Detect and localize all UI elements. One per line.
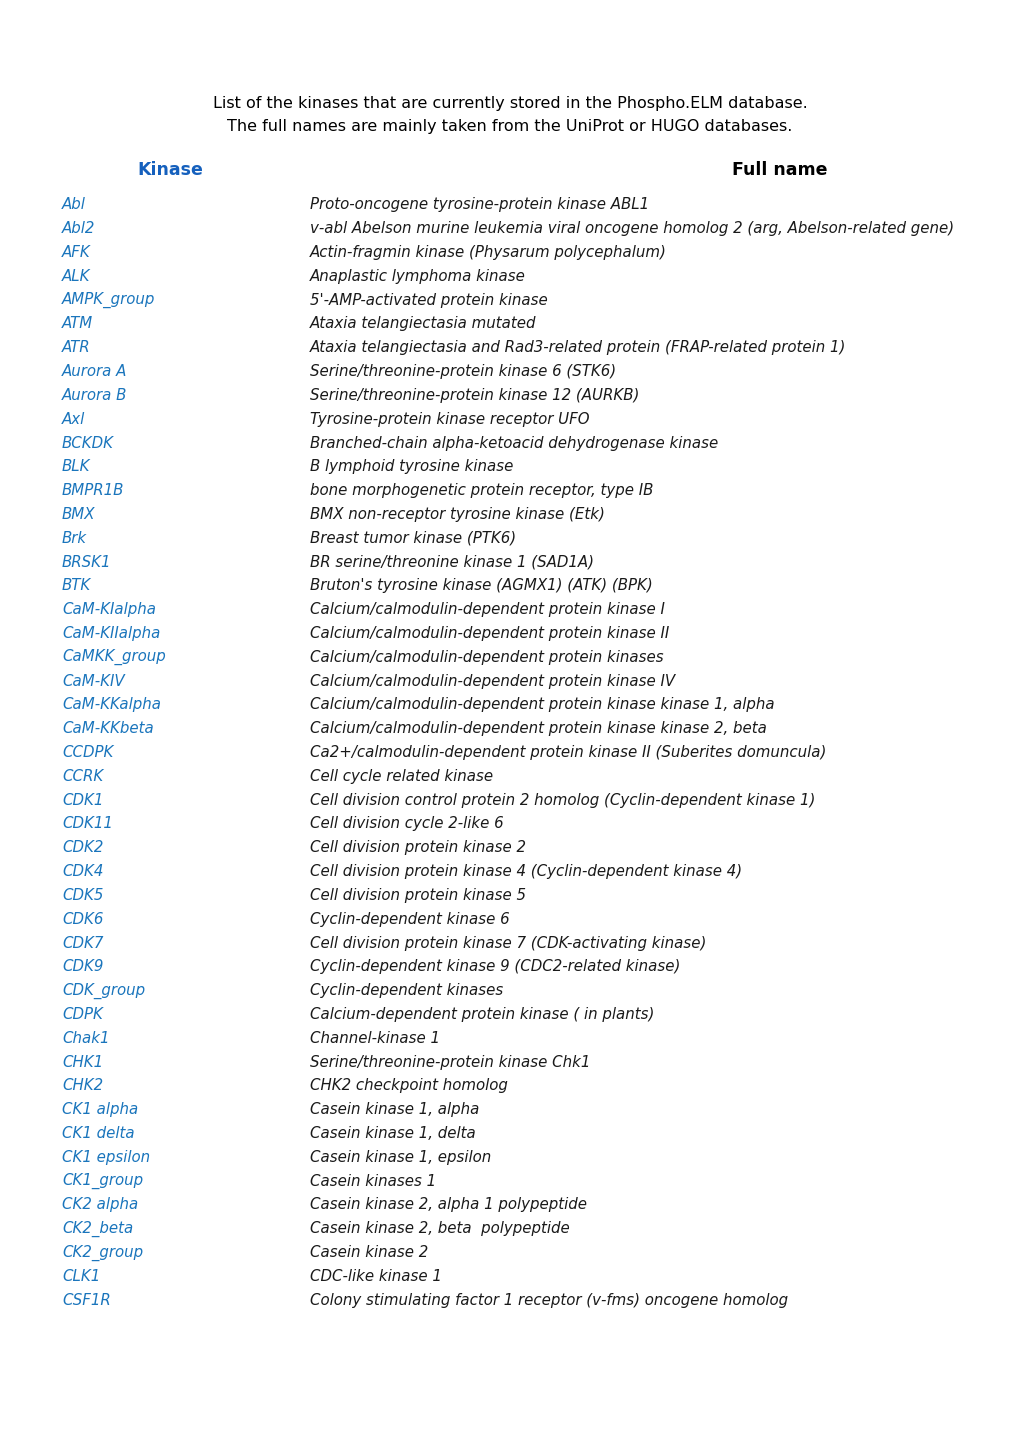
Text: CaM-KIV: CaM-KIV (62, 674, 124, 688)
Text: List of the kinases that are currently stored in the Phospho.ELM database.: List of the kinases that are currently s… (212, 97, 807, 111)
Text: Casein kinase 2: Casein kinase 2 (310, 1245, 428, 1260)
Text: CDK7: CDK7 (62, 935, 103, 951)
Text: Calcium/calmodulin-dependent protein kinase II: Calcium/calmodulin-dependent protein kin… (310, 626, 668, 641)
Text: Cell cycle related kinase: Cell cycle related kinase (310, 769, 492, 784)
Text: Anaplastic lymphoma kinase: Anaplastic lymphoma kinase (310, 268, 526, 284)
Text: Ataxia telangiectasia mutated: Ataxia telangiectasia mutated (310, 316, 536, 332)
Text: Actin-fragmin kinase (Physarum polycephalum): Actin-fragmin kinase (Physarum polycepha… (310, 245, 666, 260)
Text: ALK: ALK (62, 268, 91, 284)
Text: Cell division cycle 2-like 6: Cell division cycle 2-like 6 (310, 817, 503, 831)
Text: Breast tumor kinase (PTK6): Breast tumor kinase (PTK6) (310, 531, 516, 545)
Text: CDK2: CDK2 (62, 840, 103, 856)
Text: Axl: Axl (62, 411, 86, 427)
Text: Cyclin-dependent kinases: Cyclin-dependent kinases (310, 983, 502, 999)
Text: Proto-oncogene tyrosine-protein kinase ABL1: Proto-oncogene tyrosine-protein kinase A… (310, 198, 648, 212)
Text: Abl: Abl (62, 198, 86, 212)
Text: Casein kinase 1, delta: Casein kinase 1, delta (310, 1126, 475, 1141)
Text: Casein kinase 1, alpha: Casein kinase 1, alpha (310, 1102, 479, 1117)
Text: bone morphogenetic protein receptor, type IB: bone morphogenetic protein receptor, typ… (310, 483, 653, 498)
Text: CDK6: CDK6 (62, 912, 103, 926)
Text: Full name: Full name (732, 162, 827, 179)
Text: ATM: ATM (62, 316, 93, 332)
Text: CDK9: CDK9 (62, 960, 103, 974)
Text: Cell division protein kinase 5: Cell division protein kinase 5 (310, 887, 526, 903)
Text: Calcium-dependent protein kinase ( in plants): Calcium-dependent protein kinase ( in pl… (310, 1007, 654, 1022)
Text: v-abl Abelson murine leukemia viral oncogene homolog 2 (arg, Abelson-related gen: v-abl Abelson murine leukemia viral onco… (310, 221, 953, 237)
Text: CDK11: CDK11 (62, 817, 113, 831)
Text: Ca2+/calmodulin-dependent protein kinase II (Suberites domuncula): Ca2+/calmodulin-dependent protein kinase… (310, 745, 825, 760)
Text: CHK1: CHK1 (62, 1055, 103, 1069)
Text: Cyclin-dependent kinase 9 (CDC2-related kinase): Cyclin-dependent kinase 9 (CDC2-related … (310, 960, 680, 974)
Text: BLK: BLK (62, 459, 91, 475)
Text: CDK_group: CDK_group (62, 983, 145, 999)
Text: Cell division protein kinase 4 (Cyclin-dependent kinase 4): Cell division protein kinase 4 (Cyclin-d… (310, 864, 742, 879)
Text: CK1 delta: CK1 delta (62, 1126, 135, 1141)
Text: Casein kinase 1, epsilon: Casein kinase 1, epsilon (310, 1150, 491, 1165)
Text: Cell division protein kinase 7 (CDK-activating kinase): Cell division protein kinase 7 (CDK-acti… (310, 935, 706, 951)
Text: Cyclin-dependent kinase 6: Cyclin-dependent kinase 6 (310, 912, 510, 926)
Text: CDK4: CDK4 (62, 864, 103, 879)
Text: Cell division protein kinase 2: Cell division protein kinase 2 (310, 840, 526, 856)
Text: BTK: BTK (62, 579, 91, 593)
Text: CHK2 checkpoint homolog: CHK2 checkpoint homolog (310, 1078, 507, 1094)
Text: CaM-KIalpha: CaM-KIalpha (62, 602, 156, 618)
Text: CCDPK: CCDPK (62, 745, 113, 760)
Text: AFK: AFK (62, 245, 91, 260)
Text: B lymphoid tyrosine kinase: B lymphoid tyrosine kinase (310, 459, 513, 475)
Text: CSF1R: CSF1R (62, 1293, 111, 1307)
Text: BR serine/threonine kinase 1 (SAD1A): BR serine/threonine kinase 1 (SAD1A) (310, 554, 593, 570)
Text: CK2_beta: CK2_beta (62, 1221, 133, 1237)
Text: CDPK: CDPK (62, 1007, 103, 1022)
Text: Calcium/calmodulin-dependent protein kinase kinase 2, beta: Calcium/calmodulin-dependent protein kin… (310, 722, 766, 736)
Text: Casein kinase 2, beta  polypeptide: Casein kinase 2, beta polypeptide (310, 1221, 570, 1237)
Text: CDK1: CDK1 (62, 792, 103, 808)
Text: AMPK_group: AMPK_group (62, 291, 155, 309)
Text: CHK2: CHK2 (62, 1078, 103, 1094)
Text: Branched-chain alpha-ketoacid dehydrogenase kinase: Branched-chain alpha-ketoacid dehydrogen… (310, 436, 717, 450)
Text: CDK5: CDK5 (62, 887, 103, 903)
Text: Cell division control protein 2 homolog (Cyclin-dependent kinase 1): Cell division control protein 2 homolog … (310, 792, 814, 808)
Text: Aurora B: Aurora B (62, 388, 127, 403)
Text: Channel-kinase 1: Channel-kinase 1 (310, 1030, 439, 1046)
Text: Tyrosine-protein kinase receptor UFO: Tyrosine-protein kinase receptor UFO (310, 411, 589, 427)
Text: Aurora A: Aurora A (62, 364, 127, 380)
Text: CCRK: CCRK (62, 769, 103, 784)
Text: Calcium/calmodulin-dependent protein kinase I: Calcium/calmodulin-dependent protein kin… (310, 602, 664, 618)
Text: Calcium/calmodulin-dependent protein kinase kinase 1, alpha: Calcium/calmodulin-dependent protein kin… (310, 697, 773, 713)
Text: Serine/threonine-protein kinase Chk1: Serine/threonine-protein kinase Chk1 (310, 1055, 590, 1069)
Text: Calcium/calmodulin-dependent protein kinase IV: Calcium/calmodulin-dependent protein kin… (310, 674, 675, 688)
Text: CK1 epsilon: CK1 epsilon (62, 1150, 150, 1165)
Text: Abl2: Abl2 (62, 221, 96, 237)
Text: CK1_group: CK1_group (62, 1173, 143, 1189)
Text: CK2 alpha: CK2 alpha (62, 1198, 139, 1212)
Text: Casein kinases 1: Casein kinases 1 (310, 1173, 436, 1189)
Text: Calcium/calmodulin-dependent protein kinases: Calcium/calmodulin-dependent protein kin… (310, 649, 663, 665)
Text: Ataxia telangiectasia and Rad3-related protein (FRAP-related protein 1): Ataxia telangiectasia and Rad3-related p… (310, 341, 846, 355)
Text: Chak1: Chak1 (62, 1030, 109, 1046)
Text: Brk: Brk (62, 531, 87, 545)
Text: CaM-KKalpha: CaM-KKalpha (62, 697, 161, 713)
Text: The full names are mainly taken from the UniProt or HUGO databases.: The full names are mainly taken from the… (227, 120, 792, 134)
Text: Serine/threonine-protein kinase 12 (AURKB): Serine/threonine-protein kinase 12 (AURK… (310, 388, 639, 403)
Text: BMPR1B: BMPR1B (62, 483, 124, 498)
Text: Colony stimulating factor 1 receptor (v-fms) oncogene homolog: Colony stimulating factor 1 receptor (v-… (310, 1293, 788, 1307)
Text: CK2_group: CK2_group (62, 1244, 143, 1261)
Text: CaMKK_group: CaMKK_group (62, 649, 166, 665)
Text: CLK1: CLK1 (62, 1268, 100, 1284)
Text: CK1 alpha: CK1 alpha (62, 1102, 139, 1117)
Text: Casein kinase 2, alpha 1 polypeptide: Casein kinase 2, alpha 1 polypeptide (310, 1198, 586, 1212)
Text: Kinase: Kinase (137, 162, 203, 179)
Text: CaM-KKbeta: CaM-KKbeta (62, 722, 154, 736)
Text: CaM-KIIalpha: CaM-KIIalpha (62, 626, 160, 641)
Text: 5'-AMP-activated protein kinase: 5'-AMP-activated protein kinase (310, 293, 547, 307)
Text: CDC-like kinase 1: CDC-like kinase 1 (310, 1268, 441, 1284)
Text: BMX: BMX (62, 506, 96, 522)
Text: Serine/threonine-protein kinase 6 (STK6): Serine/threonine-protein kinase 6 (STK6) (310, 364, 615, 380)
Text: BMX non-receptor tyrosine kinase (Etk): BMX non-receptor tyrosine kinase (Etk) (310, 506, 604, 522)
Text: Bruton's tyrosine kinase (AGMX1) (ATK) (BPK): Bruton's tyrosine kinase (AGMX1) (ATK) (… (310, 579, 652, 593)
Text: BRSK1: BRSK1 (62, 554, 111, 570)
Text: ATR: ATR (62, 341, 91, 355)
Text: BCKDK: BCKDK (62, 436, 114, 450)
